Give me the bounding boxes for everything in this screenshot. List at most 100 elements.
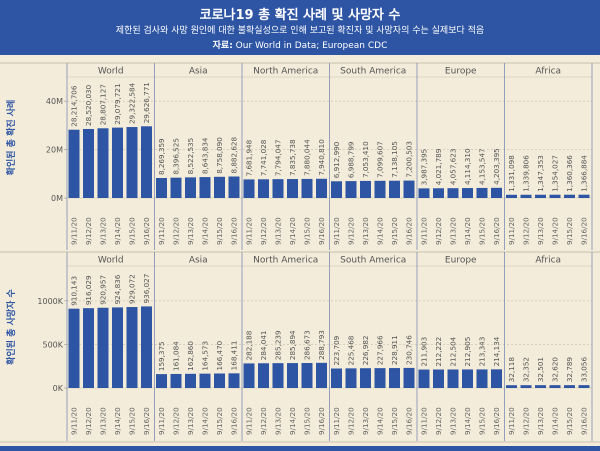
region-label-5: Africa bbox=[535, 256, 561, 266]
bar bbox=[258, 363, 269, 388]
date-label: 9/16/20 bbox=[230, 217, 239, 245]
bar-value-label: 7,200,503 bbox=[405, 141, 414, 178]
bar-value-label: 8,396,525 bbox=[172, 138, 181, 175]
y-tick-label: 1000K bbox=[37, 297, 63, 306]
bar-value-label: 28,807,127 bbox=[99, 84, 108, 125]
bar-value-label: 166,470 bbox=[215, 340, 224, 370]
date-label: 9/12/20 bbox=[434, 217, 443, 245]
bar-value-label: 29,322,584 bbox=[128, 82, 137, 124]
bar bbox=[316, 178, 327, 198]
date-label: 9/13/20 bbox=[536, 217, 545, 245]
date-label: 9/13/20 bbox=[186, 217, 195, 245]
region-label-2: North America bbox=[253, 256, 318, 266]
bar-value-label: 8,643,834 bbox=[201, 137, 210, 174]
bar bbox=[170, 373, 182, 388]
bar bbox=[141, 126, 152, 198]
bar-value-label: 286,673 bbox=[303, 330, 312, 360]
bar bbox=[287, 179, 298, 198]
bar-value-label: 8,882,628 bbox=[230, 136, 239, 173]
bar bbox=[258, 179, 269, 198]
source-text: Our World in Data; European CDC bbox=[232, 41, 388, 51]
bar bbox=[112, 127, 123, 198]
date-label: 9/16/20 bbox=[142, 217, 151, 245]
region-label-3: South America bbox=[340, 256, 406, 266]
date-label: 9/11/20 bbox=[157, 407, 166, 435]
date-label: 9/16/20 bbox=[492, 217, 501, 245]
bar-value-label: 6,988,799 bbox=[347, 141, 356, 178]
bar-value-label: 4,153,547 bbox=[478, 148, 487, 185]
bar bbox=[214, 176, 225, 198]
bar-value-label: 29,079,721 bbox=[113, 83, 122, 124]
bar bbox=[112, 307, 123, 388]
date-label: 9/16/20 bbox=[580, 217, 589, 245]
date-label: 9/16/20 bbox=[405, 407, 414, 435]
bar-value-label: 285,239 bbox=[274, 330, 283, 360]
bar bbox=[578, 385, 590, 388]
bar bbox=[564, 385, 575, 388]
bar bbox=[156, 177, 167, 198]
date-label: 9/14/20 bbox=[288, 217, 297, 245]
date-label: 9/11/20 bbox=[507, 217, 516, 245]
bar bbox=[389, 180, 400, 198]
bar bbox=[476, 187, 488, 198]
date-label: 9/14/20 bbox=[463, 217, 472, 245]
bar bbox=[403, 367, 415, 388]
date-label: 9/12/20 bbox=[84, 217, 93, 245]
page-title: 코로나19 총 확진 사례 및 사망자 수 bbox=[199, 8, 401, 23]
bar-value-label: 1,339,806 bbox=[522, 155, 531, 192]
bar-value-label: 228,911 bbox=[390, 335, 399, 365]
date-label: 9/14/20 bbox=[113, 407, 122, 435]
date-label: 9/15/20 bbox=[215, 407, 224, 435]
bar bbox=[243, 179, 255, 198]
bar-value-label: 212,905 bbox=[463, 337, 472, 367]
bar-value-label: 8,522,535 bbox=[186, 138, 195, 175]
bar bbox=[506, 385, 517, 388]
date-label: 9/13/20 bbox=[361, 407, 370, 435]
date-label: 9/14/20 bbox=[376, 217, 385, 245]
bar-value-label: 213,343 bbox=[478, 337, 487, 367]
bar bbox=[447, 369, 459, 388]
bar bbox=[185, 373, 196, 388]
bar-value-label: 284,041 bbox=[259, 331, 268, 361]
date-label: 9/15/20 bbox=[390, 217, 399, 245]
bar-value-label: 211,903 bbox=[420, 337, 429, 367]
region-label-5: Africa bbox=[535, 67, 561, 77]
bar bbox=[578, 194, 590, 198]
bar bbox=[433, 188, 444, 198]
bar bbox=[68, 308, 80, 388]
bar bbox=[491, 369, 502, 388]
bar-value-label: 288,793 bbox=[317, 330, 326, 360]
bar bbox=[462, 369, 473, 388]
date-label: 9/11/20 bbox=[70, 407, 79, 435]
bar-value-label: 4,021,789 bbox=[434, 148, 443, 185]
bar-value-label: 7,940,810 bbox=[317, 139, 326, 176]
bar bbox=[520, 385, 532, 388]
date-label: 9/12/20 bbox=[522, 217, 531, 245]
bar bbox=[462, 188, 473, 198]
bar-value-label: 33,056 bbox=[580, 357, 589, 383]
bar bbox=[83, 308, 94, 388]
bar bbox=[506, 194, 517, 198]
bar-value-label: 282,188 bbox=[245, 330, 254, 360]
bar bbox=[214, 373, 225, 388]
bar-value-label: 7,741,028 bbox=[259, 139, 268, 176]
date-label: 9/16/20 bbox=[405, 217, 414, 245]
date-label: 9/12/20 bbox=[259, 407, 268, 435]
bar-value-label: 214,134 bbox=[492, 336, 501, 366]
bar-value-label: 159,375 bbox=[157, 341, 166, 371]
bar bbox=[228, 176, 240, 198]
bar bbox=[476, 369, 488, 388]
region-label-1: Asia bbox=[189, 256, 208, 266]
bar-value-label: 8,269,359 bbox=[157, 138, 166, 175]
bar-value-label: 1,366,884 bbox=[580, 155, 589, 192]
bar bbox=[535, 385, 546, 388]
date-label: 9/16/20 bbox=[142, 407, 151, 435]
bar bbox=[403, 180, 415, 198]
y-axis-title: 확인된 총 사망자 수 bbox=[5, 289, 17, 365]
date-label: 9/11/20 bbox=[245, 407, 254, 435]
bar bbox=[549, 385, 561, 388]
bar-value-label: 32,789 bbox=[565, 357, 574, 383]
date-label: 9/13/20 bbox=[449, 407, 458, 435]
bar bbox=[97, 128, 109, 198]
bar-value-label: 227,966 bbox=[376, 335, 385, 365]
